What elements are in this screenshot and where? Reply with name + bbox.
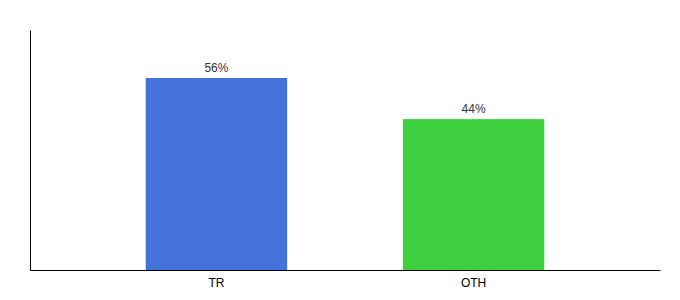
x-tick-label: OTH — [461, 276, 486, 290]
x-axis-line — [31, 270, 661, 271]
x-axis: TR OTH — [31, 271, 661, 290]
bar — [403, 119, 544, 270]
bars — [146, 78, 545, 270]
chart: 56% 44% TR OTH — [0, 0, 680, 300]
y-axis — [30, 31, 31, 271]
x-tick: OTH — [461, 276, 486, 290]
x-tick-label: TR — [208, 276, 224, 290]
data-label: 44% — [462, 102, 486, 116]
y-axis-line — [30, 31, 31, 271]
chart-container: 56% 44% TR OTH — [0, 0, 680, 300]
x-tick: TR — [208, 276, 224, 290]
bar — [146, 78, 287, 270]
data-label: 56% — [204, 61, 228, 75]
plot: 56% 44% TR OTH — [31, 31, 661, 290]
data-labels: 56% 44% — [204, 61, 485, 116]
